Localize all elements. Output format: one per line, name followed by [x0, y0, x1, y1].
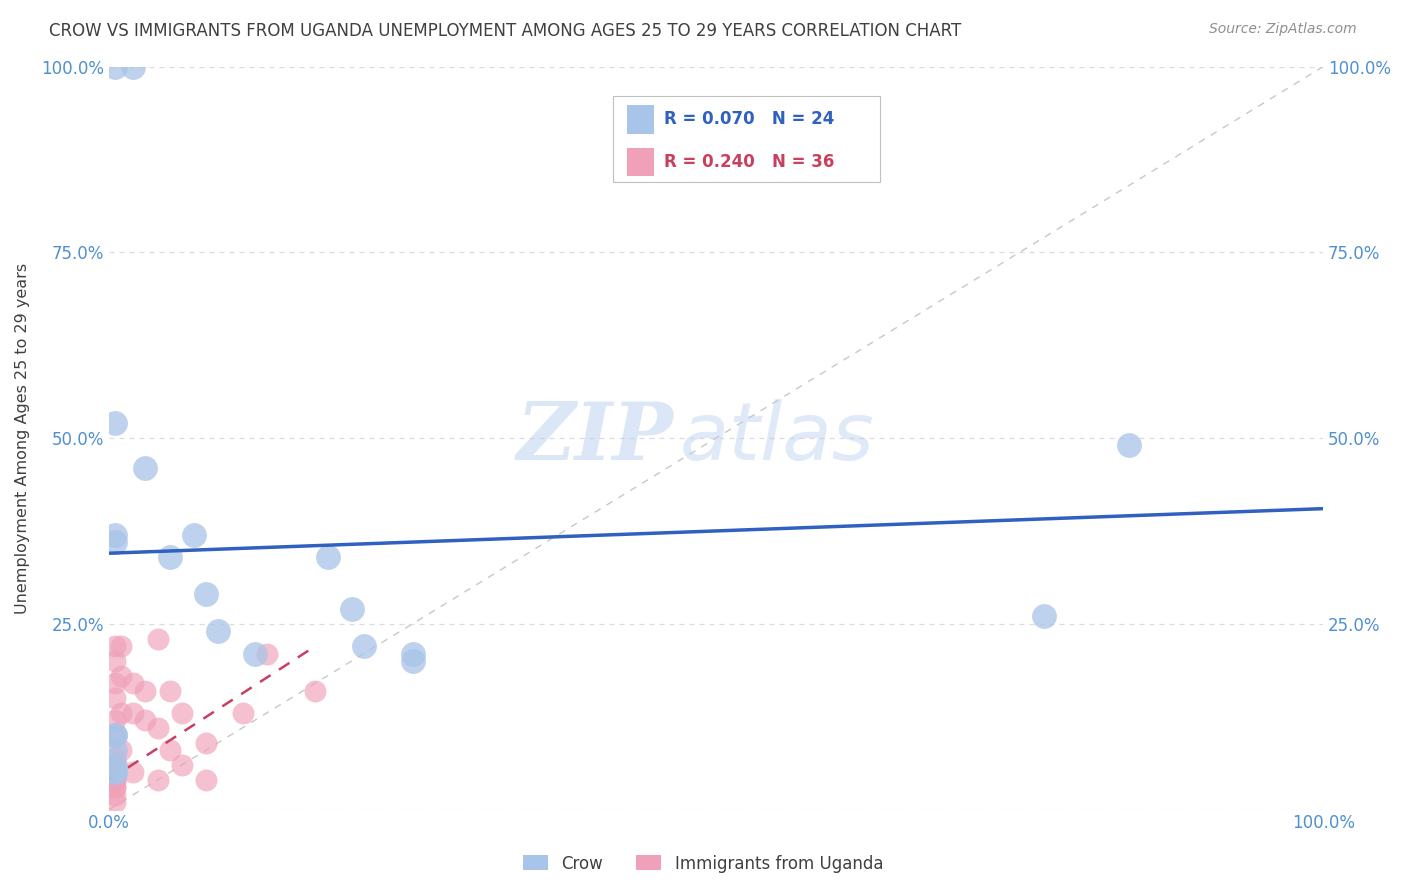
Point: [170, 706, 193, 720]
Point: [104, 795, 127, 809]
Point: [104, 765, 127, 780]
Point: [159, 743, 181, 757]
Point: [146, 721, 169, 735]
Point: [104, 728, 127, 742]
Point: [1118, 438, 1140, 452]
Point: [104, 780, 127, 795]
Point: [340, 602, 363, 616]
Point: [110, 743, 132, 757]
FancyBboxPatch shape: [627, 148, 654, 177]
Point: [159, 549, 181, 564]
Point: [104, 676, 127, 690]
Point: [401, 647, 423, 661]
Point: [104, 765, 127, 780]
Point: [146, 772, 169, 787]
Point: [1032, 609, 1054, 624]
Point: [104, 758, 127, 772]
Point: [159, 683, 181, 698]
Point: [195, 736, 218, 750]
Point: [134, 460, 156, 475]
Text: atlas: atlas: [679, 399, 875, 477]
Point: [104, 714, 127, 728]
Point: [122, 706, 145, 720]
Point: [207, 624, 229, 639]
Point: [122, 765, 145, 780]
FancyBboxPatch shape: [613, 96, 880, 182]
Point: [134, 683, 156, 698]
Point: [353, 639, 375, 653]
Text: CROW VS IMMIGRANTS FROM UGANDA UNEMPLOYMENT AMONG AGES 25 TO 29 YEARS CORRELATIO: CROW VS IMMIGRANTS FROM UGANDA UNEMPLOYM…: [49, 22, 962, 40]
Legend: Crow, Immigrants from Uganda: Crow, Immigrants from Uganda: [516, 848, 890, 880]
Point: [134, 714, 156, 728]
Point: [122, 60, 145, 74]
Text: R = 0.240   N = 36: R = 0.240 N = 36: [664, 153, 834, 171]
Text: R = 0.070   N = 24: R = 0.070 N = 24: [664, 111, 834, 128]
Point: [110, 639, 132, 653]
Point: [104, 639, 127, 653]
Point: [122, 676, 145, 690]
Point: [304, 683, 326, 698]
Point: [104, 765, 127, 780]
Point: [104, 758, 127, 772]
Text: ZIP: ZIP: [516, 400, 673, 477]
Point: [104, 728, 127, 742]
Point: [110, 669, 132, 683]
Point: [183, 527, 205, 541]
Y-axis label: Unemployment Among Ages 25 to 29 years: Unemployment Among Ages 25 to 29 years: [15, 262, 30, 614]
Point: [401, 654, 423, 668]
Point: [195, 772, 218, 787]
Point: [104, 535, 127, 549]
Point: [104, 743, 127, 757]
Point: [104, 527, 127, 541]
Point: [104, 60, 127, 74]
Text: Source: ZipAtlas.com: Source: ZipAtlas.com: [1209, 22, 1357, 37]
Point: [243, 647, 266, 661]
Point: [104, 788, 127, 802]
Point: [104, 750, 127, 764]
Point: [104, 416, 127, 430]
Point: [104, 654, 127, 668]
Point: [146, 632, 169, 646]
Point: [104, 691, 127, 706]
Point: [195, 587, 218, 601]
FancyBboxPatch shape: [627, 105, 654, 134]
Point: [256, 647, 278, 661]
Point: [170, 758, 193, 772]
Point: [104, 772, 127, 787]
Point: [104, 780, 127, 795]
Point: [104, 772, 127, 787]
Point: [110, 706, 132, 720]
Point: [316, 549, 339, 564]
Point: [231, 706, 253, 720]
Point: [104, 728, 127, 742]
